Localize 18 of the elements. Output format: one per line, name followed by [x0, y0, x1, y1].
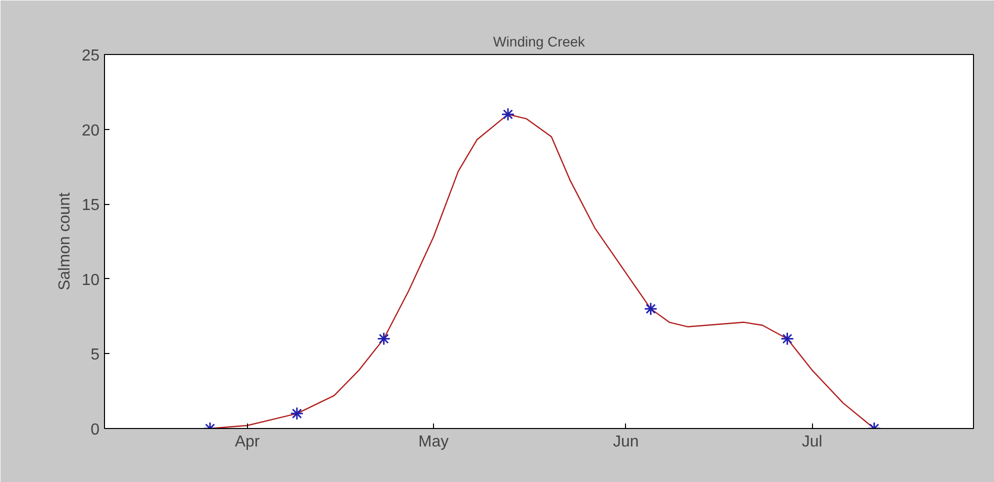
y-tick-label: 20 [82, 122, 100, 140]
x-tick-label: Apr [234, 434, 260, 450]
point [501, 108, 515, 122]
x-tick-label: May [418, 434, 449, 450]
y-tick-label: 5 [90, 346, 100, 364]
y-axis-title: Salmon count [56, 192, 74, 290]
x-tick-label: Jun [613, 434, 639, 450]
point [290, 406, 304, 420]
y-tick-label: 25 [82, 48, 100, 64]
y-tick-label: 10 [82, 272, 100, 289]
x-tick-label: Jul [802, 434, 822, 450]
point [644, 302, 658, 316]
point [780, 332, 794, 346]
y-tick-label: 0 [90, 422, 100, 438]
chart-title: Winding Creek [493, 34, 586, 50]
point [377, 332, 391, 346]
y-tick-label: 15 [82, 197, 100, 214]
line-series [209, 114, 875, 428]
